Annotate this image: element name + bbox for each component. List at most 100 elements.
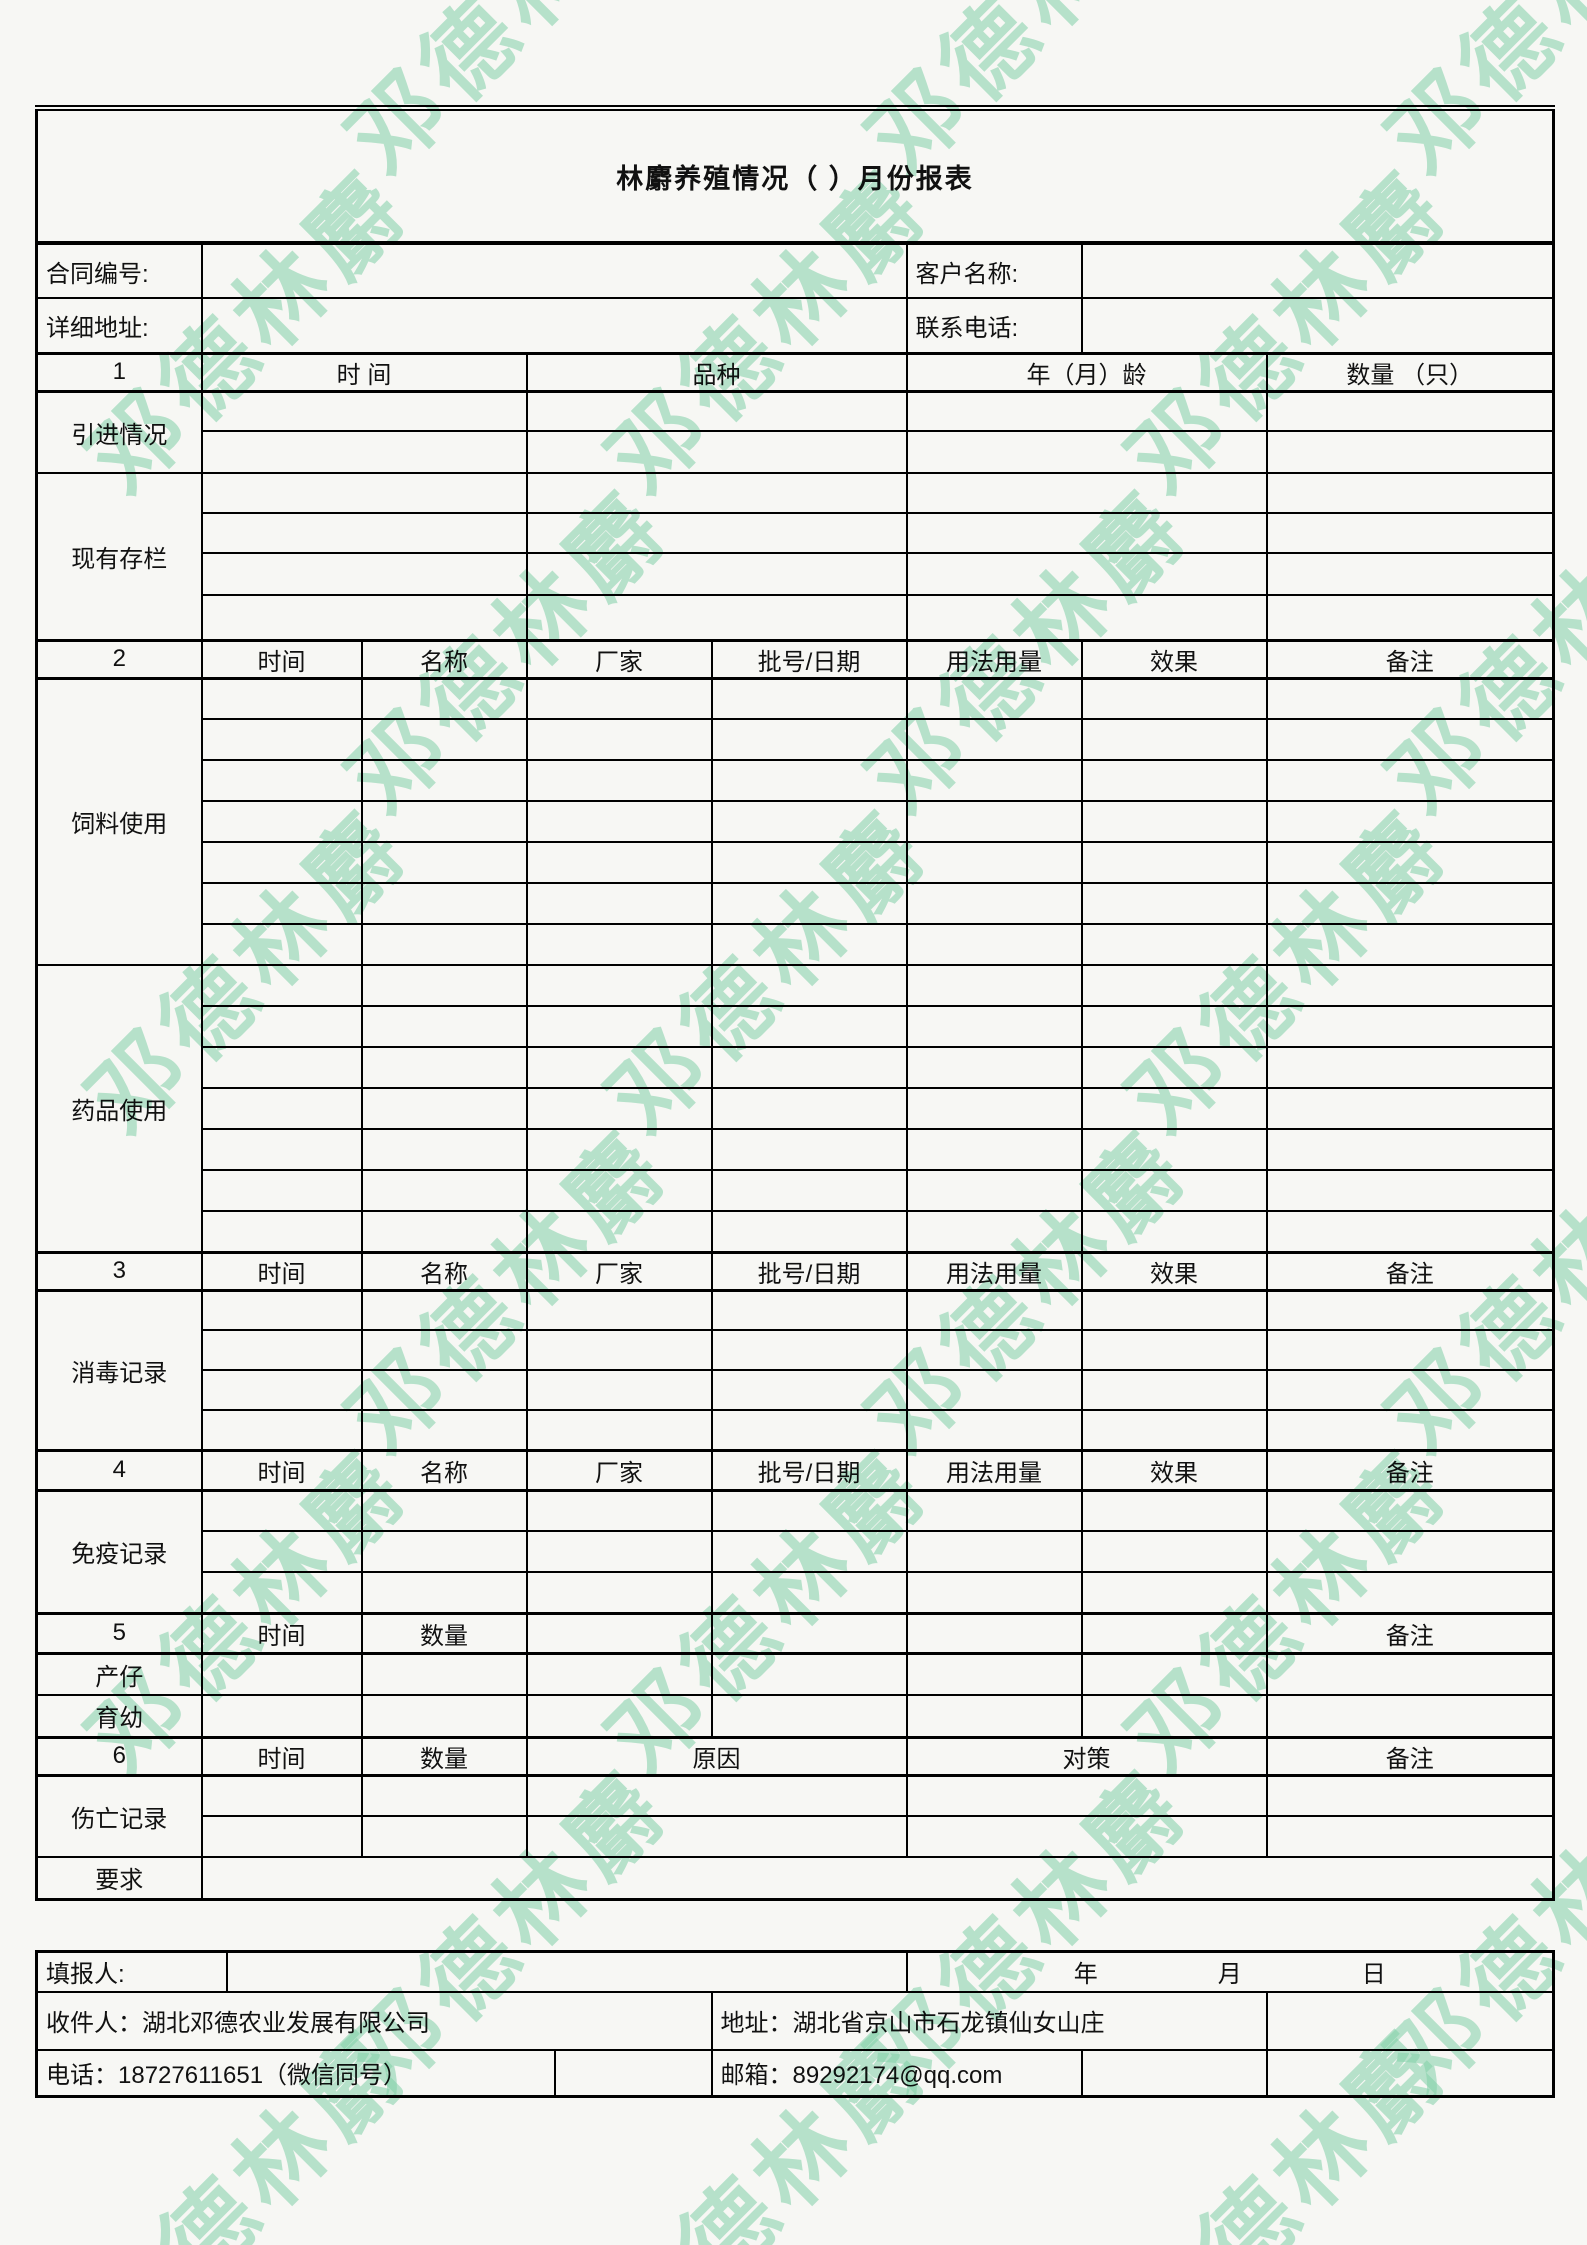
empty-cell: [525, 1815, 908, 1858]
empty-cell: [1265, 1289, 1555, 1331]
empty-cell: [905, 759, 1083, 802]
empty-cell: [1080, 1694, 1268, 1738]
empty-cell: [200, 1815, 363, 1858]
feed-row: [37, 841, 1555, 884]
stock-row: 现有存栏: [35, 472, 1555, 641]
section4-number: 4: [35, 1448, 203, 1492]
empty-cell: [905, 1169, 1083, 1212]
empty-cell: [200, 1128, 363, 1171]
stock-row: [37, 594, 1555, 641]
report-form-table: 林麝养殖情况（ ）月份报表 合同编号: 客户名称: 详细地址: 联系电话: 1 …: [35, 105, 1556, 1901]
immune-row: [37, 1530, 1555, 1573]
empty-cell: [360, 1652, 528, 1696]
empty-cell: [360, 1489, 528, 1532]
section5-col-note: 备注: [1265, 1611, 1555, 1655]
section4-col-maker: 厂家: [525, 1448, 713, 1492]
empty-cell: [525, 1694, 713, 1738]
empty-cell: [200, 1329, 363, 1371]
require-row: 要求: [35, 1856, 1555, 1900]
empty-cell: [1265, 718, 1555, 761]
medicine-row: [37, 1046, 1555, 1089]
empty-cell: [1265, 1990, 1555, 2051]
empty-cell: [200, 759, 363, 802]
disinfect-row: [37, 1409, 1555, 1451]
empty-cell: [525, 882, 713, 925]
empty-cell: [360, 882, 528, 925]
empty-cell: [360, 1046, 528, 1089]
empty-cell: [1080, 964, 1268, 1007]
empty-cell: [1080, 1128, 1268, 1171]
section3-header-row: 3 时间 名称 厂家 批号/日期 用法用量 效果 备注: [35, 1250, 1555, 1292]
empty-cell: [905, 1409, 1083, 1451]
empty-cell: [525, 1289, 713, 1331]
section3-col-batch: 批号/日期: [710, 1250, 908, 1292]
import-row: 引进情况: [35, 390, 1555, 474]
empty-cell: [1265, 1369, 1555, 1411]
empty-cell: [905, 1611, 1083, 1655]
empty-cell: [360, 1571, 528, 1614]
empty-cell: [200, 882, 363, 925]
empty-cell: [200, 1530, 363, 1573]
form-title: 林麝养殖情况（ ）月份报表: [35, 107, 1555, 245]
section5-col-qty: 数量: [360, 1611, 528, 1655]
empty-cell: [905, 1087, 1083, 1130]
section4-col-note: 备注: [1265, 1448, 1555, 1492]
section5-number: 5: [35, 1611, 203, 1655]
empty-cell: [1265, 800, 1555, 843]
empty-cell: [200, 1005, 363, 1048]
empty-cell: [525, 1571, 713, 1614]
empty-cell: [525, 759, 713, 802]
empty-cell: [200, 1046, 363, 1089]
section6-col-measure: 对策: [905, 1735, 1268, 1777]
empty-cell: [1265, 1571, 1555, 1614]
empty-cell: [710, 718, 908, 761]
feed-row: 饲料使用: [35, 677, 1555, 966]
empty-cell: [905, 800, 1083, 843]
section5-header-row: 5 时间 数量 备注: [35, 1611, 1555, 1655]
customer-name-label: 客户名称:: [905, 242, 1083, 299]
empty-cell: [525, 841, 713, 884]
empty-cell: [1265, 430, 1555, 474]
row-label-birth: 产仔: [35, 1652, 203, 1696]
empty-cell: [1265, 677, 1555, 720]
empty-cell: [525, 512, 908, 554]
empty-cell: [1080, 1329, 1268, 1371]
row-label-stock: 现有存栏: [35, 472, 203, 641]
empty-cell: [360, 1774, 528, 1817]
empty-cell: [1080, 759, 1268, 802]
empty-cell: [1080, 1652, 1268, 1696]
empty-cell: [710, 1369, 908, 1411]
empty-cell: [1265, 1530, 1555, 1573]
medicine-row: [37, 1087, 1555, 1130]
empty-cell: [1080, 1289, 1268, 1331]
empty-cell: [1080, 1046, 1268, 1089]
empty-cell: [360, 964, 528, 1007]
empty-cell: [360, 1369, 528, 1411]
empty-cell: [905, 390, 1268, 432]
footer-table: 填报人: 年 月 日 收件人：湖北邓德农业发展有限公司 地址：湖北省京山市石龙镇…: [35, 1950, 1556, 2098]
empty-cell: [360, 923, 528, 966]
stock-row: [37, 512, 1555, 554]
empty-cell: [200, 841, 363, 884]
empty-cell: [1080, 800, 1268, 843]
section2-col-note: 备注: [1265, 638, 1555, 680]
empty-cell: [1080, 923, 1268, 966]
empty-cell: [553, 2048, 713, 2098]
empty-cell: [905, 512, 1268, 554]
empty-cell: [710, 1329, 908, 1371]
section4-col-time: 时间: [200, 1448, 363, 1492]
medicine-row: [37, 1210, 1555, 1253]
empty-cell: [525, 964, 713, 1007]
empty-cell: [710, 1005, 908, 1048]
empty-cell: [525, 1369, 713, 1411]
empty-cell: [200, 1409, 363, 1451]
address-label: 详细地址:: [35, 297, 203, 354]
contract-no-cell: [200, 242, 908, 299]
section6-col-time: 时间: [200, 1735, 363, 1777]
row-label-feed: 饲料使用: [35, 677, 203, 966]
empty-cell: [525, 677, 713, 720]
filler-row: 填报人: 年 月 日: [35, 1950, 1555, 1993]
section2-header-row: 2 时间 名称 厂家 批号/日期 用法用量 效果 备注: [35, 638, 1555, 680]
empty-cell: [525, 1611, 713, 1655]
empty-cell: [1265, 1087, 1555, 1130]
